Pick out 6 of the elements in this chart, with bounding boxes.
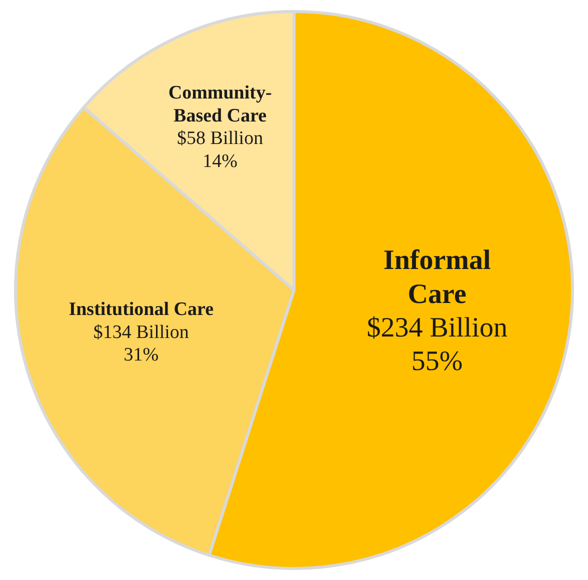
slice-label: Institutional Care	[68, 298, 214, 320]
slice-label: Community-Based Care	[168, 82, 272, 126]
data-label: $134 Billion 31%	[93, 322, 190, 366]
data-label: $58 Billion 14%	[177, 128, 264, 172]
slice-label: Informal Care	[383, 245, 491, 310]
data-label: $234 Billion 55%	[366, 312, 508, 378]
